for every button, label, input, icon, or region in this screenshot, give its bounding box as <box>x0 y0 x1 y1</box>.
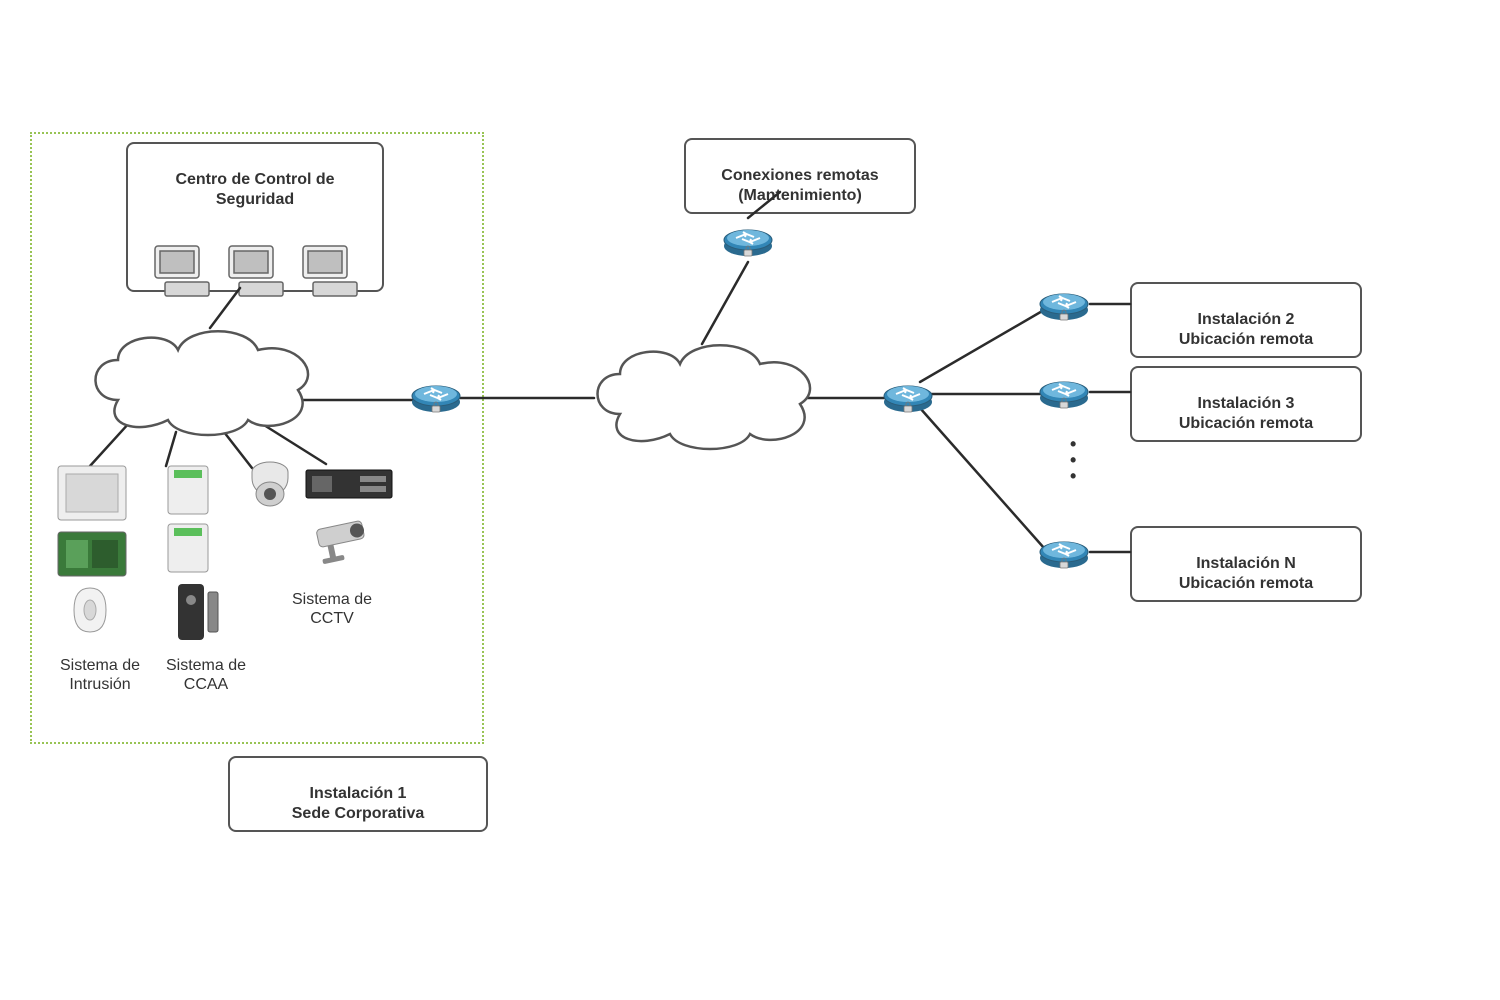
install3-label: Instalación 3 Ubicación remota <box>1179 395 1313 432</box>
install1-label: Instalación 1 Sede Corporativa <box>292 785 424 822</box>
router-install3-icon <box>1040 382 1088 408</box>
router-install2-icon <box>1040 294 1088 320</box>
remote-conn-box: Conexiones remotas (Mantenimiento) <box>684 138 916 214</box>
cctv-label: Sistema de CCTV <box>282 590 382 628</box>
install2-label: Instalación 2 Ubicación remota <box>1179 311 1313 348</box>
install3-box: Instalación 3 Ubicación remota <box>1130 366 1362 442</box>
intrusion-label: Sistema de Intrusión <box>50 656 150 694</box>
control-center-box: Centro de Control de Seguridad <box>126 142 384 292</box>
lan-cloud-label: LAN <box>166 368 211 394</box>
install2-box: Instalación 2 Ubicación remota <box>1130 282 1362 358</box>
install1-box: Instalación 1 Sede Corporativa <box>228 756 488 832</box>
router-installN-icon <box>1040 542 1088 568</box>
ellipsis-dots: ••• <box>1070 436 1076 485</box>
remote-conn-label: Conexiones remotas (Mantenimiento) <box>721 167 878 204</box>
ccaa-label: Sistema de CCAA <box>156 656 256 694</box>
diagram-stage: Centro de Control de Seguridad Instalaci… <box>0 0 1500 1000</box>
router-top-icon <box>724 230 772 256</box>
wan-cloud-label: WAN <box>672 384 723 410</box>
workstations-icon <box>145 236 365 316</box>
router-hub-icon <box>884 386 932 412</box>
installN-box: Instalación N Ubicación remota <box>1130 526 1362 602</box>
control-center-label: Centro de Control de Seguridad <box>140 170 370 210</box>
installN-label: Instalación N Ubicación remota <box>1179 555 1313 592</box>
